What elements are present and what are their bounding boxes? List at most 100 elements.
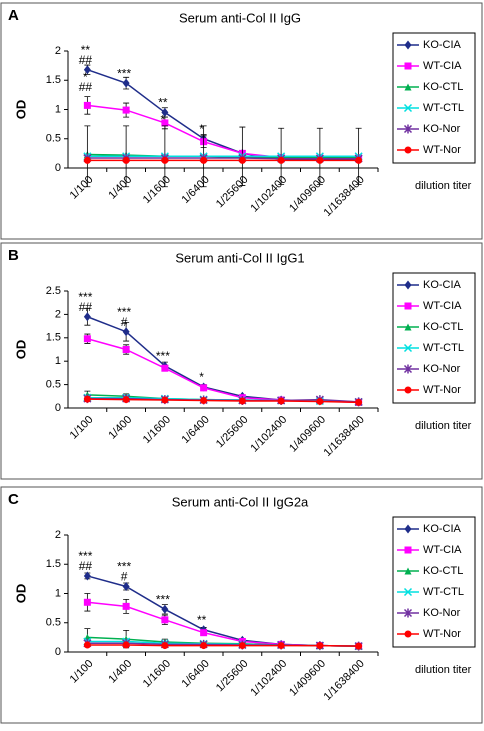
- series-line: [87, 316, 359, 403]
- marker: [161, 616, 169, 624]
- significance-mark: ***: [156, 349, 170, 363]
- legend-label: KO-CIA: [423, 39, 462, 51]
- marker: [122, 327, 130, 337]
- x-tick-label: 1/400: [106, 174, 134, 202]
- x-tick-label: 1/400: [106, 658, 134, 686]
- marker: [316, 397, 324, 405]
- marker: [161, 642, 169, 650]
- x-tick-label: 1/25600: [214, 414, 251, 451]
- marker: [238, 156, 246, 164]
- chart-title: Serum anti-Col II IgG1: [175, 250, 304, 265]
- panel-label: C: [8, 491, 19, 508]
- significance-mark: ***: [117, 560, 131, 574]
- marker: [404, 386, 412, 394]
- y-tick-label: 1.5: [46, 332, 61, 344]
- marker: [161, 156, 169, 164]
- marker: [238, 397, 246, 405]
- marker: [355, 156, 363, 164]
- marker: [404, 302, 412, 310]
- legend-label: KO-CIA: [423, 279, 462, 291]
- x-tick-label: 1/102400: [248, 658, 289, 699]
- marker: [404, 323, 412, 331]
- significance-mark: #: [121, 570, 128, 584]
- y-tick-label: 1: [55, 103, 61, 115]
- marker: [122, 396, 130, 404]
- legend-label: WT-CTL: [423, 586, 464, 598]
- marker: [403, 587, 413, 597]
- significance-mark: ***: [78, 290, 92, 304]
- x-tick-label: 1/400: [106, 414, 134, 442]
- panel-label: A: [8, 7, 19, 24]
- x-tick-label: 1/100: [68, 174, 96, 202]
- marker: [161, 396, 169, 404]
- marker: [83, 598, 91, 606]
- x-axis-title: dilution titer: [415, 420, 472, 432]
- marker: [404, 546, 412, 554]
- marker: [355, 642, 363, 650]
- legend-label: KO-CTL: [423, 565, 463, 577]
- x-tick-label: 1/25600: [214, 174, 251, 211]
- marker: [200, 384, 208, 392]
- marker: [403, 364, 413, 374]
- significance-mark: ##: [79, 559, 93, 573]
- legend-box: [392, 272, 476, 404]
- legend-label: WT-Nor: [423, 384, 461, 396]
- x-axis-title: dilution titer: [415, 180, 472, 192]
- x-tick-label: 1/6400: [180, 414, 212, 446]
- x-tick-label: 1/1600: [141, 174, 173, 206]
- significance-mark: ***: [117, 66, 131, 80]
- legend-label: WT-CTL: [423, 342, 464, 354]
- marker: [404, 524, 412, 534]
- chart-title: Serum anti-Col II IgG: [179, 10, 301, 25]
- marker: [403, 343, 413, 353]
- series-line: [87, 398, 359, 404]
- marker: [404, 83, 412, 91]
- y-tick-label: 2.5: [46, 285, 61, 297]
- y-axis-title: OD: [13, 584, 28, 604]
- legend-label: WT-Nor: [423, 144, 461, 156]
- significance-mark: **: [197, 613, 207, 627]
- x-tick-label: 1/102400: [248, 414, 289, 455]
- x-tick-label: 1/6400: [180, 658, 212, 690]
- legend-label: WT-CTL: [423, 102, 464, 114]
- marker: [277, 156, 285, 164]
- significance-mark: ***: [117, 305, 131, 319]
- marker: [122, 346, 130, 353]
- chart-title: Serum anti-Col II IgG2a: [172, 494, 309, 509]
- panel-label: B: [8, 247, 19, 264]
- legend-label: KO-Nor: [423, 123, 461, 135]
- x-tick-label: 1/1638400: [322, 414, 367, 459]
- marker: [122, 602, 130, 610]
- marker: [277, 642, 285, 650]
- panel-border: [0, 2, 483, 240]
- significance-mark: ***: [156, 592, 170, 606]
- x-tick-label: 1/1638400: [322, 658, 367, 703]
- marker: [122, 106, 130, 114]
- marker: [404, 146, 412, 154]
- significance-mark: **: [158, 96, 168, 110]
- significance-mark: ##: [79, 300, 93, 314]
- series-line: [87, 157, 359, 160]
- marker: [83, 395, 91, 403]
- y-tick-label: 0: [55, 162, 61, 174]
- marker: [161, 604, 169, 614]
- marker: [316, 156, 324, 164]
- x-tick-label: 1/409600: [287, 658, 328, 699]
- legend-label: WT-CIA: [423, 544, 462, 556]
- x-tick-label: 1/100: [68, 414, 96, 442]
- panel: C Serum anti-Col II IgG2a 0 0.5 1 1.5 2 1/100 1/…: [0, 486, 483, 724]
- significance-mark: ***: [78, 549, 92, 563]
- significance-mark: *: [161, 113, 166, 127]
- marker: [83, 156, 91, 164]
- legend-box: [392, 32, 476, 164]
- marker: [355, 398, 363, 406]
- x-tick-label: 1/25600: [214, 658, 251, 695]
- x-tick-label: 1/102400: [248, 174, 289, 215]
- legend-label: WT-CIA: [423, 60, 462, 72]
- x-tick-label: 1/6400: [180, 174, 212, 206]
- y-tick-label: 1: [55, 355, 61, 367]
- y-tick-label: 0.5: [46, 133, 61, 145]
- marker: [122, 641, 130, 649]
- marker: [404, 280, 412, 290]
- y-tick-label: 0.5: [46, 379, 61, 391]
